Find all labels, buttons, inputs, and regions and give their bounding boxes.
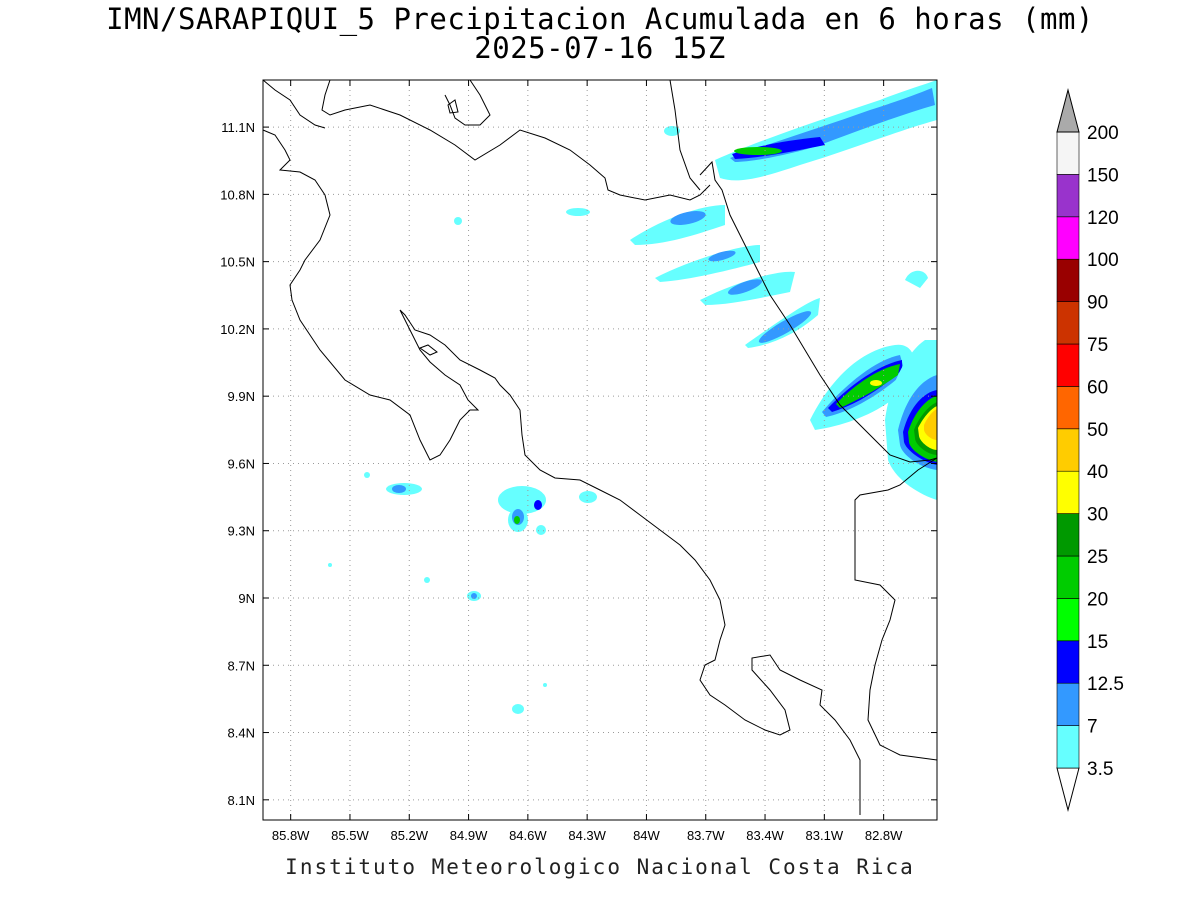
precip-blue-area (471, 593, 477, 599)
map-grid (263, 80, 937, 820)
footer-credit: Instituto Meteorologico Nacional Costa R… (285, 855, 915, 879)
northern-rivers (669, 79, 701, 191)
map-date: 2025-07-16 15Z (474, 31, 726, 65)
colorbar-low-arrow (1056, 767, 1080, 812)
lat-tick-label: 9.6N (228, 456, 255, 471)
map-frame (262, 79, 938, 821)
colorbar-swatch (1056, 343, 1080, 387)
colorbar: 3.5 7 12.5 15 20 25 30 40 50 60 75 90 100 120 150 200 (1056, 88, 1124, 812)
colorbar-swatch (1056, 174, 1080, 218)
colorbar-label: 200 (1087, 123, 1119, 144)
precip-cyan-area (512, 704, 524, 714)
precip-cyan-area (566, 208, 590, 216)
colorbar-swatch (1056, 555, 1080, 599)
precip-cyan-area (364, 472, 370, 478)
precip-yellow-area (870, 380, 882, 386)
precip-orange-area (924, 409, 937, 440)
precip-cyan-area (905, 270, 928, 288)
lat-tick-label: 8.4N (228, 726, 255, 741)
colorbar-label: 15 (1087, 632, 1108, 653)
colorbar-swatch (1056, 258, 1080, 302)
precip-blue-area (708, 250, 736, 262)
precip-cyan-area (424, 577, 430, 583)
precip-cyan-area (328, 563, 332, 567)
lat-tick-label: 8.7N (228, 658, 255, 673)
colorbar-swatch (1056, 216, 1080, 260)
lat-tick-label: 9.3N (228, 524, 255, 539)
lon-tick-label: 84W (633, 828, 660, 843)
precipitation-field (328, 80, 937, 714)
precip-cyan-area (536, 525, 546, 535)
lon-tick-label: 84.3W (568, 828, 606, 843)
lat-tick-label: 10.8N (220, 187, 255, 202)
precip-cyan-area (630, 205, 725, 245)
caribbean-coastline (699, 160, 938, 463)
lon-tick-label: 84.9W (450, 828, 488, 843)
precip-blue-area (670, 211, 706, 225)
colorbar-label: 120 (1087, 208, 1119, 229)
colorbar-label: 75 (1087, 335, 1108, 356)
lon-tick-label: 85.2W (390, 828, 428, 843)
coastlines (262, 79, 938, 815)
lat-tick-label: 9.9N (228, 389, 255, 404)
lon-tick-label: 83.4W (746, 828, 784, 843)
colorbar-label: 60 (1087, 377, 1108, 398)
colorbar-label: 25 (1087, 547, 1108, 568)
colorbar-swatch (1056, 725, 1080, 769)
axis-ticks: 85.8W 85.5W 85.2W 84.9W 84.6W 84.3W 84W 83.7W 83… (220, 80, 937, 843)
lon-tick-label: 84.6W (509, 828, 547, 843)
precip-green-area (514, 516, 520, 524)
lon-tick-label: 83.1W (806, 828, 844, 843)
colorbar-label: 12.5 (1087, 674, 1124, 695)
colorbar-label: 150 (1087, 165, 1119, 186)
precip-blue-area (727, 279, 763, 295)
colorbar-label: 3.5 (1087, 759, 1113, 780)
colorbar-label: 30 (1087, 505, 1108, 526)
map-title: IMN/SARAPIQUI_5 Precipitacion Acumulada … (106, 2, 1094, 36)
colorbar-label: 20 (1087, 589, 1108, 610)
colorbar-swatch (1056, 513, 1080, 557)
colorbar-swatch (1056, 640, 1080, 684)
colorbar-swatch (1056, 386, 1080, 430)
colorbar-swatch (1056, 428, 1080, 472)
precip-blue-area (392, 485, 406, 493)
pacific-coastline (262, 129, 861, 815)
precip-cyan-area (498, 486, 546, 514)
lat-tick-label: 10.5N (220, 255, 255, 270)
colorbar-swatch (1056, 470, 1080, 514)
lon-tick-label: 85.5W (331, 828, 369, 843)
lat-tick-label: 8.1N (228, 793, 255, 808)
colorbar-swatch (1056, 682, 1080, 726)
colorbar-swatch (1056, 598, 1080, 642)
nicaragua-border (321, 79, 711, 201)
panama-border (854, 457, 938, 761)
lake-nicaragua (262, 79, 491, 129)
nicoya-island (418, 344, 438, 356)
lat-tick-label: 11.1N (221, 120, 255, 135)
precip-cyan-area (454, 217, 462, 225)
colorbar-label: 90 (1087, 293, 1108, 314)
colorbar-label: 100 (1087, 250, 1119, 271)
colorbar-label: 7 (1087, 717, 1098, 738)
colorbar-high-arrow (1056, 88, 1080, 133)
colorbar-swatch (1056, 301, 1080, 345)
precip-cyan-area (664, 126, 680, 136)
colorbar-swatch (1056, 131, 1080, 175)
precip-cyan-area (655, 245, 760, 282)
precip-cyan-area (543, 683, 547, 687)
colorbar-label: 40 (1087, 462, 1108, 483)
precip-green-area (734, 147, 782, 155)
precip-blue-area (758, 311, 812, 343)
lon-tick-label: 82.8W (865, 828, 903, 843)
colorbar-label: 50 (1087, 420, 1108, 441)
lat-tick-label: 9N (238, 591, 255, 606)
lon-tick-label: 85.8W (272, 828, 310, 843)
lake-island (447, 99, 459, 114)
precip-blue-area (534, 500, 542, 510)
lat-tick-label: 10.2N (220, 322, 255, 337)
precip-cyan-area (579, 491, 597, 503)
lon-tick-label: 83.7W (687, 828, 725, 843)
